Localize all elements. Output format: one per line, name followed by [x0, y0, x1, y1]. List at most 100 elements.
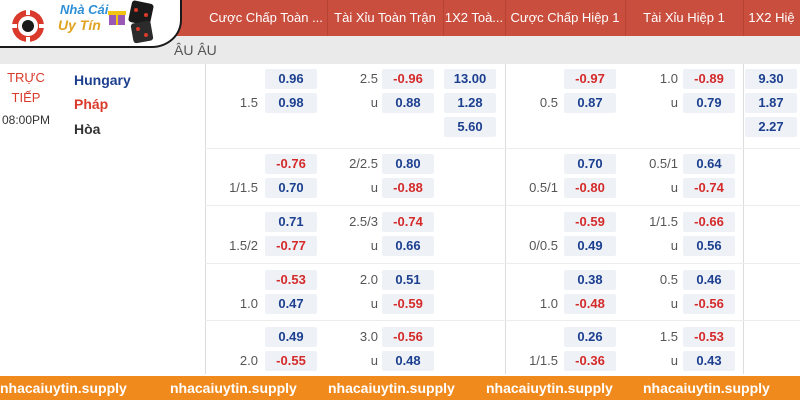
odds-h1-handicap-home[interactable]: -0.97	[564, 69, 616, 89]
odds-h1-over[interactable]: 0.46	[683, 270, 735, 290]
dice-icon	[128, 0, 154, 44]
odds-h1-under[interactable]: 0.56	[683, 236, 735, 256]
odds-h1-under[interactable]: -0.74	[683, 178, 735, 198]
team-home: Hungary	[74, 72, 131, 88]
odds-under[interactable]: 0.48	[382, 351, 434, 371]
live-status-line1: TRỰC	[7, 70, 45, 85]
site-logo: Nhà Cái Uy Tín	[0, 0, 182, 48]
under-label: u	[370, 180, 378, 195]
header-handicap-half1[interactable]: Cược Chấp Hiệp 1	[510, 10, 620, 25]
footer-watermark-bar: nhacaiuytin.supply nhacaiuytin.supply nh…	[0, 376, 800, 400]
team-away: Pháp	[74, 96, 109, 112]
odds-over[interactable]: -0.74	[382, 212, 434, 232]
odds-under[interactable]: 0.66	[382, 236, 434, 256]
odds-1x2-draw[interactable]: 5.60	[444, 117, 496, 137]
odds-h1-handicap-home[interactable]: 0.70	[564, 154, 616, 174]
odds-under[interactable]: -0.59	[382, 294, 434, 314]
odds-handicap-home[interactable]: 0.71	[265, 212, 317, 232]
footer-watermark: nhacaiuytin.supply	[170, 380, 297, 396]
odds-h1-under[interactable]: 0.79	[683, 93, 735, 113]
odds-h1-1x2-home[interactable]: 9.30	[745, 69, 797, 89]
h1-handicap-line: 0.5/1	[529, 180, 558, 195]
live-status-line2: TIẾP	[11, 90, 41, 105]
odds-h1-handicap-home[interactable]: -0.59	[564, 212, 616, 232]
h1-overunder-line: 1.5	[659, 329, 678, 344]
odds-over[interactable]: 0.51	[382, 270, 434, 290]
overunder-line: 2.5/3	[349, 214, 378, 229]
h1-under-label: u	[670, 95, 678, 110]
odds-over[interactable]: -0.56	[382, 327, 434, 347]
odds-handicap-home[interactable]: -0.76	[265, 154, 317, 174]
odds-handicap-home[interactable]: 0.96	[265, 69, 317, 89]
odds-h1-under[interactable]: 0.43	[683, 351, 735, 371]
handicap-line: 2.0	[239, 353, 258, 368]
overunder-line: 3.0	[359, 329, 378, 344]
under-label: u	[370, 296, 378, 311]
logo-text-line2: Uy Tín	[58, 17, 101, 33]
overunder-line: 2/2.5	[349, 156, 378, 171]
h1-handicap-line: 0.5	[539, 95, 558, 110]
overunder-line: 2.0	[359, 272, 378, 287]
h1-handicap-line: 1.0	[539, 296, 558, 311]
odds-h1-handicap-away[interactable]: -0.48	[564, 294, 616, 314]
odds-h1-handicap-away[interactable]: -0.80	[564, 178, 616, 198]
odds-h1-handicap-away[interactable]: 0.87	[564, 93, 616, 113]
odds-h1-1x2-draw[interactable]: 2.27	[745, 117, 797, 137]
odds-handicap-away[interactable]: 0.70	[265, 178, 317, 198]
odds-h1-over[interactable]: -0.89	[683, 69, 735, 89]
header-1x2-half1[interactable]: 1X2 Hiệ	[748, 10, 795, 25]
match-time: 08:00PM	[1, 113, 51, 127]
odds-handicap-away[interactable]: 0.47	[265, 294, 317, 314]
header-overunder-half1[interactable]: Tài Xỉu Hiệp 1	[643, 10, 725, 25]
odds-h1-1x2-away[interactable]: 1.87	[745, 93, 797, 113]
h1-overunder-line: 0.5/1	[649, 156, 678, 171]
odds-handicap-away[interactable]: -0.55	[265, 351, 317, 371]
logo-text-line1: Nhà Cái	[60, 2, 109, 17]
odds-over[interactable]: -0.96	[382, 69, 434, 89]
h1-overunder-line: 1.0	[659, 71, 678, 86]
odds-handicap-home[interactable]: -0.53	[265, 270, 317, 290]
h1-under-label: u	[670, 296, 678, 311]
odds-h1-handicap-away[interactable]: 0.49	[564, 236, 616, 256]
league-label: ÂU ÂU	[174, 42, 217, 58]
header-handicap-fulltime[interactable]: Cược Chấp Toàn ...	[209, 10, 323, 25]
casino-chip-icon	[11, 9, 45, 43]
handicap-line: 1/1.5	[229, 180, 258, 195]
h1-overunder-line: 0.5	[659, 272, 678, 287]
odds-h1-under[interactable]: -0.56	[683, 294, 735, 314]
odds-1x2-away[interactable]: 1.28	[444, 93, 496, 113]
odds-under[interactable]: -0.88	[382, 178, 434, 198]
footer-watermark: nhacaiuytin.supply	[486, 380, 613, 396]
h1-overunder-line: 1/1.5	[649, 214, 678, 229]
odds-h1-handicap-home[interactable]: 0.38	[564, 270, 616, 290]
under-label: u	[370, 238, 378, 253]
odds-h1-over[interactable]: -0.53	[683, 327, 735, 347]
team-draw: Hòa	[74, 121, 101, 137]
header-overunder-fulltime[interactable]: Tài Xỉu Toàn Trận	[334, 10, 436, 25]
odds-h1-over[interactable]: -0.66	[683, 212, 735, 232]
overunder-line: 2.5	[359, 71, 378, 86]
odds-handicap-away[interactable]: 0.98	[265, 93, 317, 113]
odds-h1-over[interactable]: 0.64	[683, 154, 735, 174]
h1-under-label: u	[670, 353, 678, 368]
handicap-line: 1.5	[239, 95, 258, 110]
odds-handicap-home[interactable]: 0.49	[265, 327, 317, 347]
handicap-line: 1.0	[239, 296, 258, 311]
odds-under[interactable]: 0.88	[382, 93, 434, 113]
under-label: u	[370, 353, 378, 368]
h1-handicap-line: 1/1.5	[529, 353, 558, 368]
header-1x2-fulltime[interactable]: 1X2 Toà...	[444, 10, 504, 25]
h1-under-label: u	[670, 238, 678, 253]
odds-1x2-home[interactable]: 13.00	[444, 69, 496, 89]
footer-watermark: nhacaiuytin.supply	[328, 380, 455, 396]
odds-over[interactable]: 0.80	[382, 154, 434, 174]
handicap-line: 1.5/2	[229, 238, 258, 253]
odds-h1-handicap-home[interactable]: 0.26	[564, 327, 616, 347]
h1-under-label: u	[670, 180, 678, 195]
odds-h1-handicap-away[interactable]: -0.36	[564, 351, 616, 371]
footer-watermark: nhacaiuytin.supply	[0, 380, 127, 396]
h1-handicap-line: 0/0.5	[529, 238, 558, 253]
odds-handicap-away[interactable]: -0.77	[265, 236, 317, 256]
footer-watermark: nhacaiuytin.supply	[643, 380, 770, 396]
